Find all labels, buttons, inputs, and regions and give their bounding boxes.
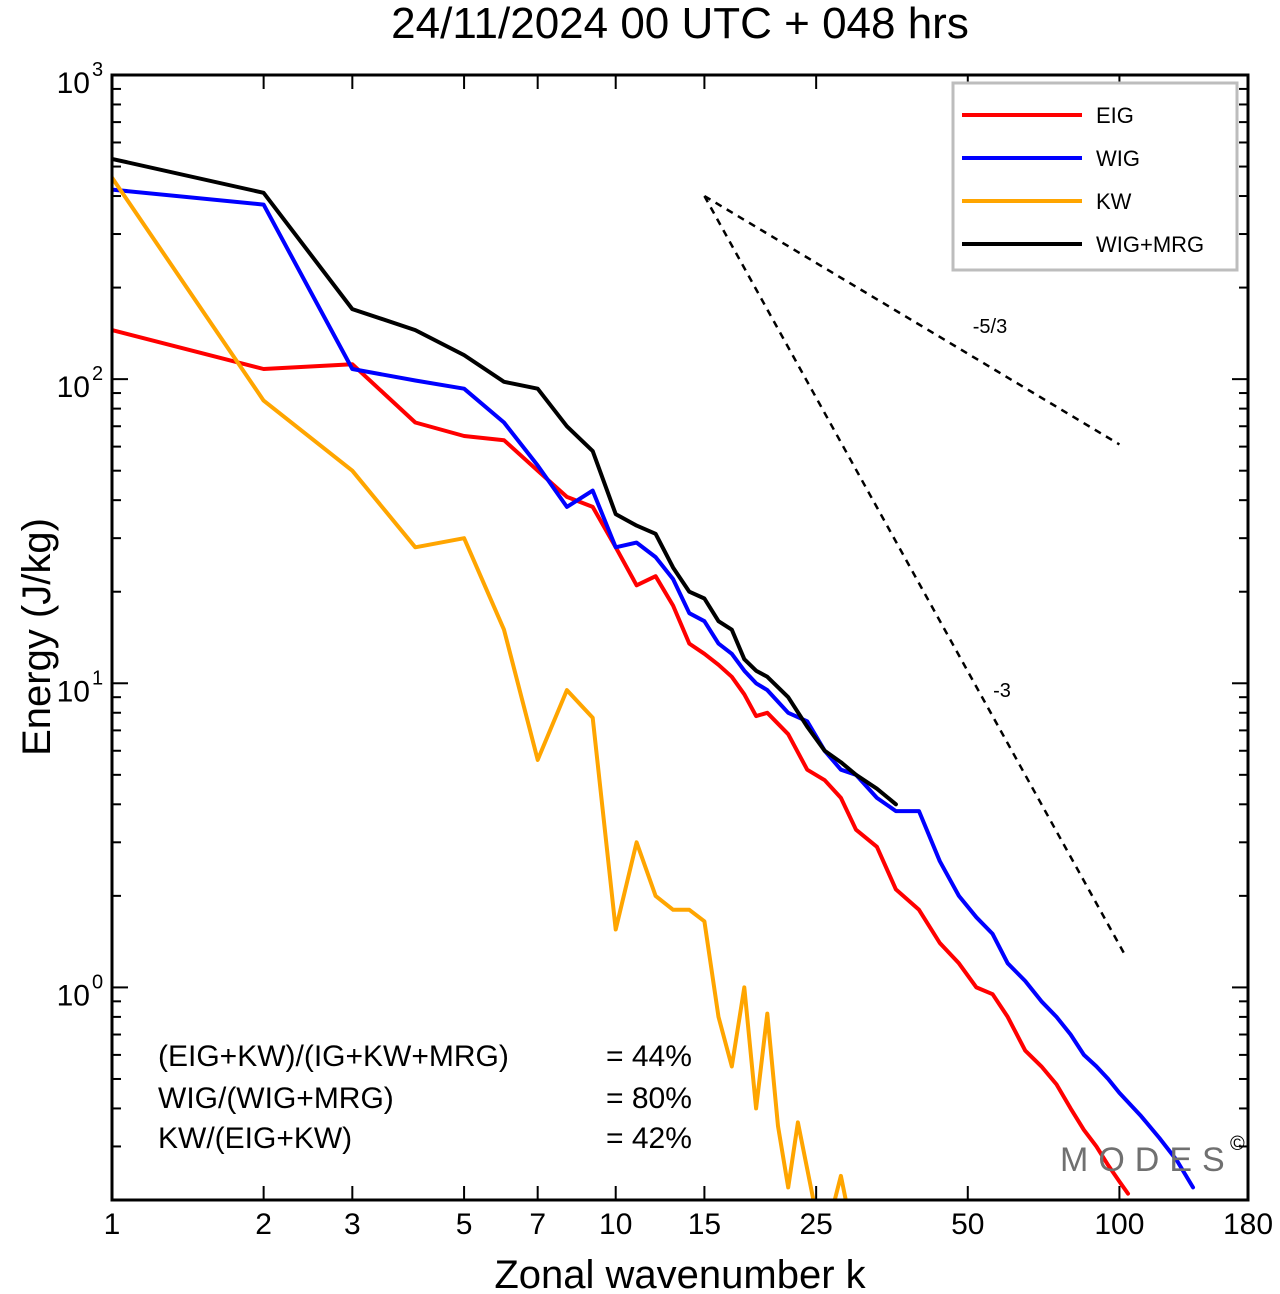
- plot-frame: [110, 73, 1250, 1202]
- series-layer: [112, 156, 1195, 1200]
- ratio-value-1: = 44%: [606, 1040, 692, 1073]
- series-eig-line: [112, 328, 1130, 1196]
- legend-label-wig-mrg: WIG+MRG: [1096, 232, 1204, 257]
- x-tick-label: 100: [1094, 1208, 1144, 1241]
- ratio-value-2: = 80%: [606, 1082, 692, 1115]
- legend-label-kw: KW: [1096, 189, 1132, 214]
- x-tick-label: 7: [529, 1208, 546, 1241]
- ratio-label-3: KW/(EIG+KW): [158, 1122, 352, 1155]
- x-tick-label: 2: [255, 1208, 272, 1241]
- y-tick-label: 10: [57, 979, 90, 1012]
- legend: EIG WIG KW WIG+MRG: [951, 81, 1239, 272]
- ratio-table: (EIG+KW)/(IG+KW+MRG) = 44% WIG/(WIG+MRG)…: [158, 1040, 692, 1155]
- y-tick-exponent: 3: [92, 59, 103, 81]
- series-wig-mrg-line: [112, 156, 898, 807]
- x-tick-label: 25: [799, 1208, 832, 1241]
- y-tick-exponent: 2: [92, 363, 103, 385]
- y-axis-label: Energy (J/kg): [15, 518, 59, 756]
- legend-label-wig: WIG: [1096, 146, 1140, 171]
- x-tick-label: 50: [951, 1208, 984, 1241]
- y-tick-exponent: 0: [92, 971, 103, 993]
- x-tick-labels: 1 2 3 5 7 10 15 25 50 100 180: [104, 1208, 1273, 1241]
- chart-title: 24/11/2024 00 UTC + 048 hrs: [391, 0, 969, 48]
- series-wig-line: [112, 187, 1195, 1190]
- series-kw-line: [112, 175, 848, 1200]
- x-tick-label: 10: [599, 1208, 632, 1241]
- x-tick-label: 180: [1223, 1208, 1273, 1241]
- x-tick-label: 1: [104, 1208, 121, 1241]
- legend-label-eig: EIG: [1096, 103, 1134, 128]
- legend-items: EIG WIG KW WIG+MRG: [962, 103, 1204, 257]
- y-tick-label: 10: [57, 67, 90, 100]
- modes-logo: MODES: [1060, 1141, 1235, 1179]
- slope-line-1: [703, 194, 1121, 446]
- ratio-label-1: (EIG+KW)/(IG+KW+MRG): [158, 1040, 509, 1073]
- y-tick-label: 10: [57, 675, 90, 708]
- x-axis-label: Zonal wavenumber k: [494, 1253, 866, 1294]
- y-tick-label: 10: [57, 371, 90, 404]
- ratio-value-3: = 42%: [606, 1122, 692, 1155]
- x-tick-label: 3: [344, 1208, 361, 1241]
- slope-line-2: [703, 195, 1125, 954]
- slope-label-1: -5/3: [973, 316, 1007, 338]
- slope-label-2: -3: [993, 680, 1011, 702]
- modes-logo-mark: ©: [1230, 1133, 1245, 1155]
- y-tick-exponent: 1: [92, 667, 103, 689]
- x-tick-label: 15: [688, 1208, 721, 1241]
- annotation-layer: -5/3 -3: [703, 194, 1125, 954]
- x-tick-label: 5: [456, 1208, 473, 1241]
- ratio-label-2: WIG/(WIG+MRG): [158, 1082, 394, 1115]
